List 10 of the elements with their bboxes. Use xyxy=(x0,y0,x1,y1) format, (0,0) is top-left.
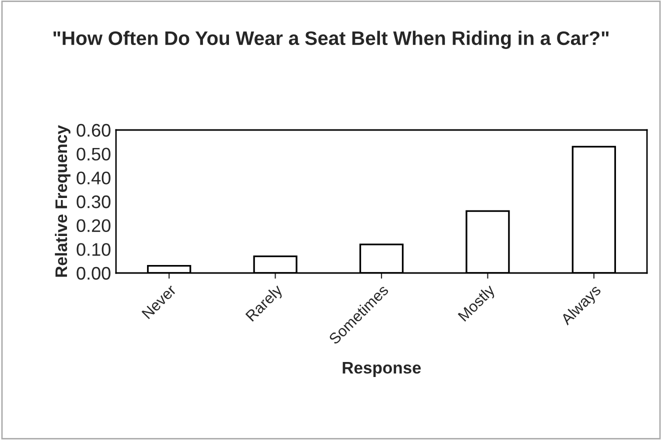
y-tick-label: 0.60 xyxy=(76,124,110,137)
y-tick-label: 0.10 xyxy=(76,243,110,256)
y-tick-label: 0.00 xyxy=(76,266,110,280)
y-tick-label: 0.30 xyxy=(76,195,110,208)
y-tick-label: 0.40 xyxy=(76,172,110,184)
y-tick-label: 0.20 xyxy=(76,219,110,232)
y-axis-title: Relative Frequency xyxy=(54,125,70,277)
x-axis-title: Response xyxy=(342,362,421,377)
y-tick-label: 0.50 xyxy=(76,148,110,161)
chart-title: "How Often Do You Wear a Seat Belt When Riding in a Car?" xyxy=(54,30,609,50)
